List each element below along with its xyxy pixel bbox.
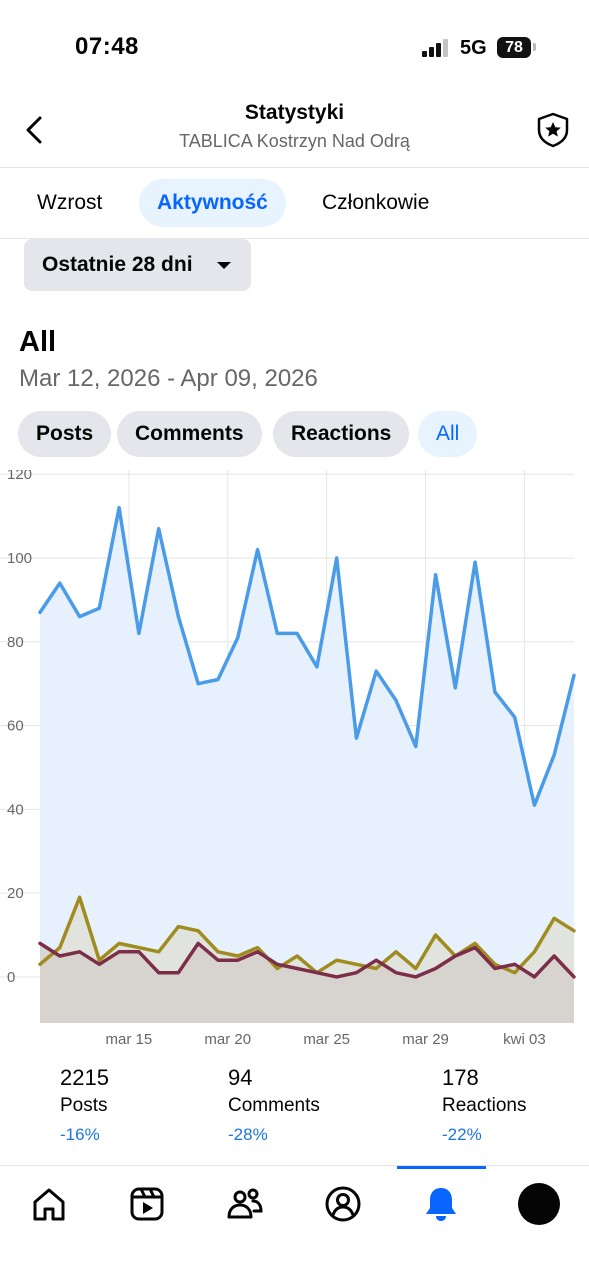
summary-comments: 94 Comments -28% bbox=[228, 1065, 320, 1145]
y-tick-label: 40 bbox=[7, 801, 24, 818]
y-tick-label: 80 bbox=[7, 634, 24, 651]
status-time: 07:48 bbox=[75, 33, 139, 60]
status-bar: 07:48 5G 78 bbox=[0, 0, 589, 90]
series-area-comments bbox=[40, 943, 574, 1023]
y-tick-label: 20 bbox=[7, 885, 24, 902]
active-tab-indicator bbox=[397, 1166, 486, 1169]
y-tick-label: 0 bbox=[7, 969, 15, 986]
y-tick-label: 120 bbox=[7, 470, 32, 483]
tab-growth[interactable]: Wzrost bbox=[37, 191, 103, 214]
summary-posts: 2215 Posts -16% bbox=[60, 1065, 109, 1145]
tab-bar: Wzrost Aktywność Członkowie bbox=[0, 168, 589, 239]
date-range-dropdown-label: Ostatnie 28 dni bbox=[42, 253, 193, 276]
tab-members[interactable]: Członkowie bbox=[322, 191, 430, 214]
summary-posts-label: Posts bbox=[60, 1095, 108, 1116]
x-tick-label: mar 29 bbox=[402, 1031, 449, 1048]
page-title: Statystyki bbox=[244, 101, 345, 124]
x-tick-label: mar 15 bbox=[106, 1031, 153, 1048]
series-line-reactions bbox=[38, 895, 576, 975]
summary-reactions: 178 Reactions -22% bbox=[442, 1065, 527, 1145]
back-arrow-icon[interactable] bbox=[18, 110, 52, 150]
caret-down-icon bbox=[217, 262, 231, 269]
profile-circle-icon[interactable] bbox=[323, 1184, 363, 1224]
page-subtitle: TABLICA Kostrzyn Nad Odrą bbox=[179, 131, 410, 151]
x-tick-label: mar 25 bbox=[303, 1031, 350, 1048]
y-tick-label: 100 bbox=[7, 550, 32, 567]
avatar[interactable] bbox=[518, 1183, 560, 1225]
summary-reactions-value: 178 bbox=[442, 1065, 479, 1090]
summary-reactions-change: -22% bbox=[442, 1125, 482, 1144]
chip-all[interactable]: All bbox=[418, 411, 478, 457]
bottom-nav bbox=[0, 1165, 589, 1280]
summary-reactions-label: Reactions bbox=[442, 1095, 527, 1116]
activity-line-chart: 0 20 40 60 80 100 120 mar 15 mar 20 mar 25 mar 29… bbox=[0, 470, 576, 1048]
chip-comments[interactable]: Comments bbox=[117, 411, 262, 457]
bell-icon[interactable] bbox=[421, 1184, 461, 1224]
section-title: All bbox=[19, 326, 57, 358]
chip-reactions[interactable]: Reactions bbox=[273, 411, 410, 457]
date-range-dropdown[interactable]: Ostatnie 28 dni bbox=[24, 239, 251, 291]
page-header: Statystyki TABLICA Kostrzyn Nad Odrą bbox=[0, 90, 589, 168]
series-line-posts bbox=[38, 505, 576, 807]
shield-star-icon[interactable] bbox=[534, 110, 572, 150]
home-icon[interactable] bbox=[29, 1184, 69, 1224]
series-area-posts bbox=[40, 507, 574, 1023]
y-tick-label: 60 bbox=[7, 718, 24, 735]
summary-posts-change: -16% bbox=[60, 1125, 100, 1144]
summary-posts-value: 2215 bbox=[60, 1065, 109, 1090]
groups-icon[interactable] bbox=[225, 1184, 265, 1224]
x-tick-label: kwi 03 bbox=[503, 1031, 546, 1048]
summary-comments-label: Comments bbox=[228, 1095, 320, 1116]
network-label: 5G bbox=[460, 37, 487, 59]
summary-comments-change: -28% bbox=[228, 1125, 268, 1144]
summary-comments-value: 94 bbox=[228, 1065, 253, 1090]
chip-posts[interactable]: Posts bbox=[18, 411, 112, 457]
date-range-text: Mar 12, 2026 - Apr 09, 2026 bbox=[19, 365, 318, 392]
battery-nub bbox=[533, 43, 536, 51]
x-tick-label: mar 20 bbox=[204, 1031, 251, 1048]
video-icon[interactable] bbox=[127, 1184, 167, 1224]
battery-icon: 78 bbox=[497, 37, 531, 58]
series-line-comments bbox=[38, 941, 576, 979]
signal-icon bbox=[422, 39, 448, 57]
tab-activity[interactable]: Aktywność bbox=[139, 179, 286, 227]
